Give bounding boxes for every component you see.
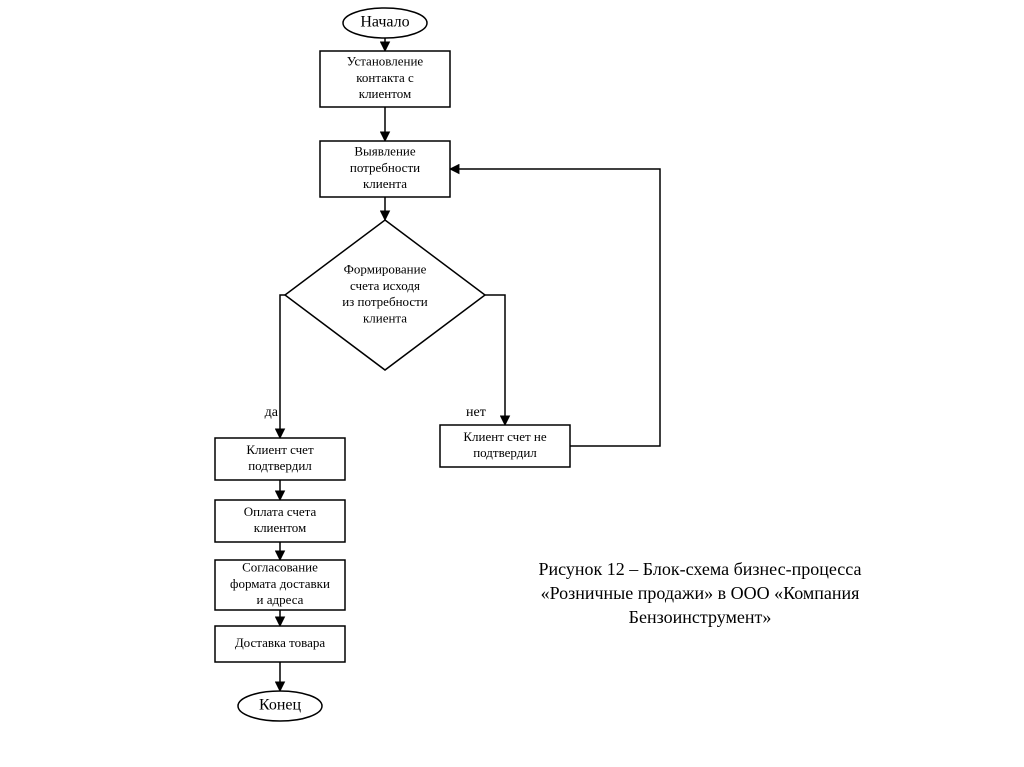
node-n2: Выявлениепотребностиклиента [320, 141, 450, 197]
edge-3 [280, 295, 285, 438]
svg-text:клиента: клиента [363, 176, 407, 191]
svg-text:подтвердил: подтвердил [473, 445, 537, 460]
svg-text:Конец: Конец [259, 697, 302, 714]
caption-line-1: «Розничные продажи» в ООО «Компания [541, 583, 860, 603]
svg-text:счета исходя: счета исходя [350, 278, 420, 293]
svg-text:и адреса: и адреса [257, 592, 304, 607]
svg-text:Клиент счет: Клиент счет [246, 442, 314, 457]
svg-text:Выявление: Выявление [354, 144, 416, 159]
node-n5: Согласованиеформата доставкии адреса [215, 560, 345, 610]
caption-line-2: Бензоинструмент» [629, 607, 772, 627]
svg-text:подтвердил: подтвердил [248, 458, 312, 473]
caption-line-0: Рисунок 12 – Блок-схема бизнес-процесса [539, 559, 862, 579]
edge-label-1: нет [466, 405, 486, 420]
node-d1: Формированиесчета исходяиз потребностикл… [285, 220, 485, 370]
svg-text:формата доставки: формата доставки [230, 576, 330, 591]
node-n4: Оплата счетаклиентом [215, 500, 345, 542]
edge-label-0: да [265, 405, 279, 420]
node-n1: Установлениеконтакта склиентом [320, 51, 450, 107]
svg-text:из потребности: из потребности [342, 294, 428, 309]
svg-text:Оплата счета: Оплата счета [244, 504, 317, 519]
node-yes: Клиент счетподтвердил [215, 438, 345, 480]
svg-text:Начало: Начало [360, 14, 409, 31]
svg-text:контакта с: контакта с [356, 70, 414, 85]
svg-text:Доставка товара: Доставка товара [235, 635, 326, 650]
node-end: Конец [238, 691, 322, 721]
node-no: Клиент счет неподтвердил [440, 425, 570, 467]
svg-text:клиентом: клиентом [359, 86, 411, 101]
node-n6: Доставка товара [215, 626, 345, 662]
svg-text:Установление: Установление [347, 54, 424, 69]
svg-text:Клиент счет не: Клиент счет не [463, 429, 546, 444]
edge-4 [485, 295, 505, 425]
svg-text:клиента: клиента [363, 310, 407, 325]
svg-text:Формирование: Формирование [344, 262, 427, 277]
node-start: Начало [343, 8, 427, 38]
svg-text:Согласование: Согласование [242, 560, 318, 575]
svg-text:клиентом: клиентом [254, 520, 306, 535]
flowchart-diagram: НачалоУстановлениеконтакта склиентомВыяв… [0, 0, 1024, 767]
svg-text:потребности: потребности [350, 160, 420, 175]
